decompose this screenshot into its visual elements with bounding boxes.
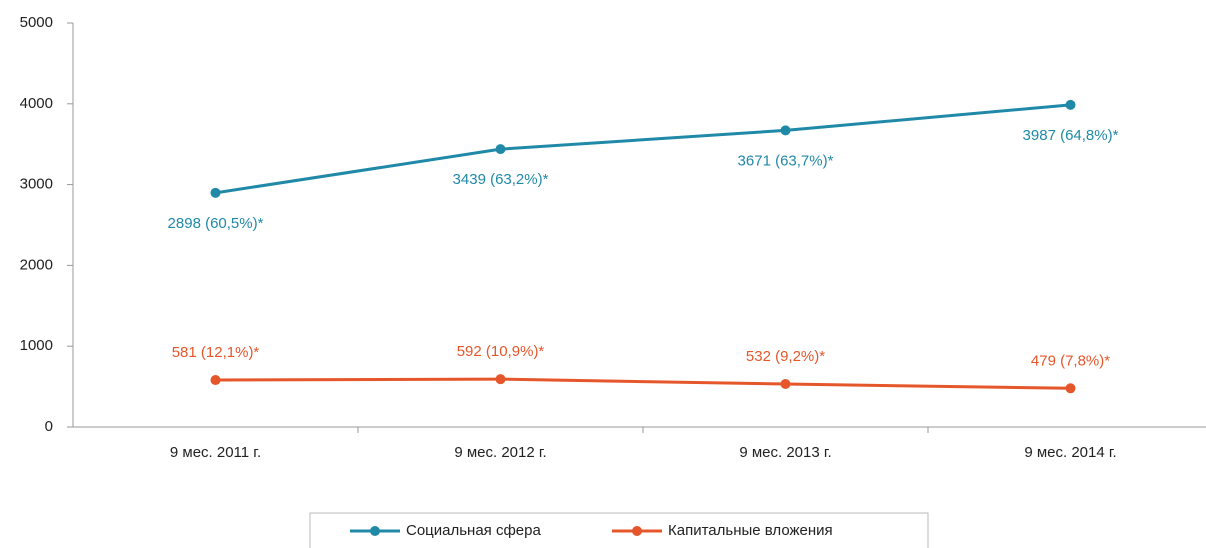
x-tick-label: 9 мес. 2014 г. bbox=[1024, 444, 1116, 461]
data-label: 3439 (63,2%)* bbox=[453, 171, 549, 188]
y-tick-label: 0 bbox=[45, 418, 53, 435]
legend-label: Капитальные вложения bbox=[668, 522, 833, 539]
point bbox=[210, 187, 221, 198]
point bbox=[495, 374, 506, 385]
legend-marker bbox=[632, 526, 642, 536]
data-label: 3987 (64,8%)* bbox=[1023, 127, 1119, 144]
x-tick-label: 9 мес. 2011 г. bbox=[170, 444, 261, 461]
x-tick-label: 9 мес. 2012 г. bbox=[454, 444, 546, 461]
point bbox=[780, 125, 791, 136]
data-label: 592 (10,9%)* bbox=[457, 343, 545, 360]
y-tick-label: 5000 bbox=[20, 14, 53, 31]
data-label: 581 (12,1%)* bbox=[172, 344, 260, 361]
legend-marker bbox=[370, 526, 380, 536]
point bbox=[495, 144, 506, 155]
series-line bbox=[215, 103, 1071, 195]
point bbox=[1065, 383, 1076, 394]
y-tick-label: 4000 bbox=[20, 95, 53, 112]
point bbox=[1065, 99, 1076, 110]
point bbox=[780, 379, 791, 390]
legend-label: Социальная сфера bbox=[406, 522, 541, 539]
data-label: 479 (7,8%)* bbox=[1031, 352, 1110, 369]
y-tick-label: 1000 bbox=[20, 337, 53, 354]
data-label: 3671 (63,7%)* bbox=[738, 152, 834, 169]
y-tick-label: 3000 bbox=[20, 176, 53, 193]
y-tick-label: 2000 bbox=[20, 256, 53, 273]
data-label: 2898 (60,5%)* bbox=[168, 215, 264, 232]
x-tick-label: 9 мес. 2013 г. bbox=[739, 444, 831, 461]
series-line bbox=[215, 377, 1071, 390]
data-label: 532 (9,2%)* bbox=[746, 348, 825, 365]
point bbox=[210, 375, 221, 386]
